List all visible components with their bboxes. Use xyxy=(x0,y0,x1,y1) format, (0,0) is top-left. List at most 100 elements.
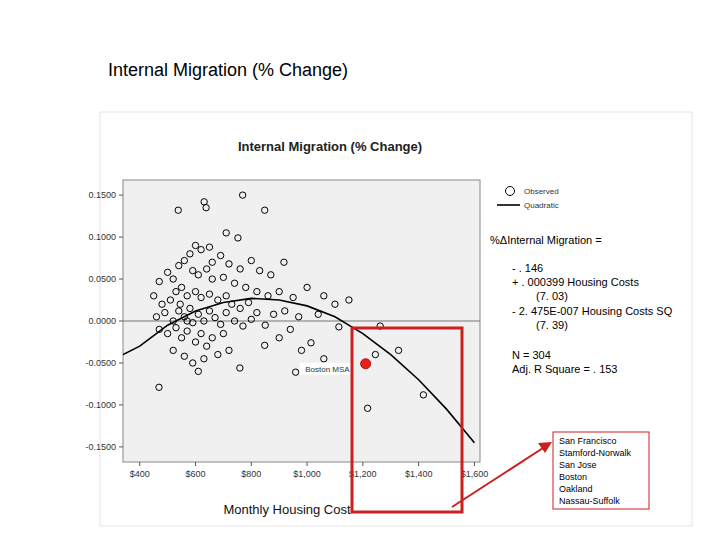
data-point xyxy=(184,318,190,324)
data-point xyxy=(237,305,243,311)
data-point xyxy=(195,368,201,374)
data-point xyxy=(153,314,159,320)
data-point xyxy=(276,335,282,341)
data-point xyxy=(364,405,370,411)
data-point xyxy=(235,235,241,241)
plot-area xyxy=(123,180,480,462)
data-point xyxy=(192,339,198,345)
list-item: San Francisco xyxy=(559,436,617,446)
data-point xyxy=(176,262,182,268)
data-point xyxy=(206,308,212,314)
data-point xyxy=(187,305,193,311)
data-point xyxy=(240,323,246,329)
equation-line: + . 000399 Housing Costs xyxy=(512,276,639,288)
x-tick xyxy=(307,462,308,466)
y-tick-label: -0.1000 xyxy=(85,400,116,410)
y-tick xyxy=(119,279,123,280)
data-point xyxy=(206,291,212,297)
y-tick xyxy=(119,404,123,405)
data-point xyxy=(203,343,209,349)
data-point xyxy=(298,347,304,353)
data-point xyxy=(420,392,426,398)
data-point xyxy=(209,335,215,341)
x-tick-label: $800 xyxy=(241,469,261,479)
data-point xyxy=(156,384,162,390)
data-point xyxy=(190,267,196,273)
data-point xyxy=(190,360,196,366)
data-point xyxy=(170,347,176,353)
data-point xyxy=(248,316,254,322)
data-point xyxy=(167,297,173,303)
data-point xyxy=(184,293,190,299)
highlight-box xyxy=(352,328,462,512)
data-point xyxy=(192,242,198,248)
legend-label: Observed xyxy=(524,187,559,196)
fit-line xyxy=(123,298,474,442)
list-box xyxy=(553,432,649,509)
stat-line: Adj. R Square = . 153 xyxy=(512,363,617,375)
legend-label: Quadratic xyxy=(524,201,559,210)
data-point xyxy=(346,297,352,303)
data-point xyxy=(237,266,243,272)
data-point xyxy=(262,322,268,328)
data-point xyxy=(203,204,209,210)
data-point xyxy=(198,246,204,252)
x-tick xyxy=(195,462,196,466)
list-item: San Jose xyxy=(559,460,597,470)
y-tick-label: -0.0500 xyxy=(85,358,116,368)
data-point xyxy=(336,324,342,330)
data-point xyxy=(290,294,296,300)
data-point xyxy=(261,342,267,348)
y-tick xyxy=(119,195,123,196)
data-point xyxy=(226,261,232,267)
y-tick-label: 0.0000 xyxy=(88,316,116,326)
data-point xyxy=(321,356,327,362)
legend-marker xyxy=(506,187,515,196)
data-point xyxy=(231,280,237,286)
data-point xyxy=(217,252,223,258)
data-point xyxy=(268,272,274,278)
equation-line: - 2. 475E-007 Housing Costs SQ xyxy=(512,305,673,317)
data-point xyxy=(395,347,401,353)
data-point xyxy=(198,330,204,336)
y-tick xyxy=(119,446,123,447)
data-point xyxy=(231,318,237,324)
slide-title: Internal Migration (% Change) xyxy=(108,60,348,80)
equation-line: (7. 03) xyxy=(536,290,568,302)
equation-line: %ΔInternal Migration = xyxy=(490,234,602,246)
data-point xyxy=(181,353,187,359)
list-item: Oakland xyxy=(559,484,593,494)
background xyxy=(0,0,720,540)
x-tick xyxy=(362,462,363,466)
x-tick xyxy=(251,462,252,466)
data-point xyxy=(170,276,176,282)
data-point xyxy=(203,266,209,272)
y-tick-label: 0.1500 xyxy=(88,190,116,200)
equation-line: (7. 39) xyxy=(536,319,568,331)
y-tick-label: -0.1500 xyxy=(85,442,116,452)
data-point xyxy=(223,293,229,299)
y-tick xyxy=(119,321,123,322)
data-point xyxy=(304,284,310,290)
data-point xyxy=(201,318,207,324)
data-point xyxy=(223,230,229,236)
data-point xyxy=(332,301,338,307)
equation-line: - . 146 xyxy=(512,262,543,274)
x-axis-label: Monthly Housing Cost xyxy=(223,502,351,517)
point-label: Boston MSA xyxy=(305,365,350,374)
data-point xyxy=(256,267,262,273)
data-point xyxy=(178,335,184,341)
x-tick xyxy=(474,462,475,466)
data-point xyxy=(245,299,251,305)
label-bg xyxy=(300,363,352,375)
data-point xyxy=(220,330,226,336)
arrow-head xyxy=(538,442,552,453)
data-point xyxy=(226,347,232,353)
x-tick-label: $1,600 xyxy=(461,469,489,479)
data-point xyxy=(220,274,226,280)
data-point xyxy=(162,309,168,315)
data-point xyxy=(281,259,287,265)
data-point xyxy=(292,369,298,375)
data-point xyxy=(237,365,243,371)
data-point xyxy=(209,259,215,265)
